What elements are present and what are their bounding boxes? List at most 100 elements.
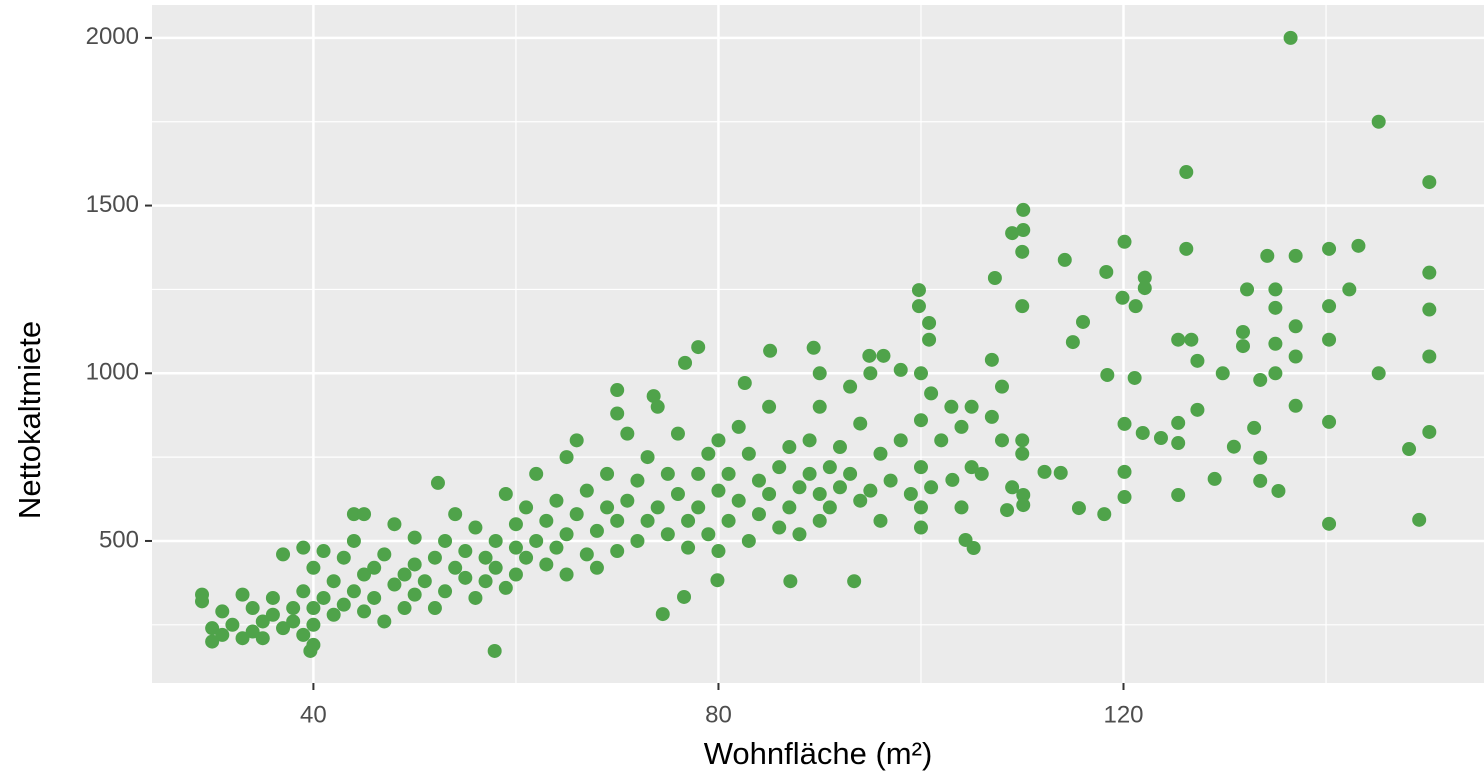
point (903, 487, 918, 502)
point (1015, 299, 1030, 314)
point (762, 399, 777, 414)
point (1128, 299, 1143, 314)
point (1271, 483, 1286, 498)
point (417, 574, 432, 589)
point (1053, 465, 1068, 480)
point (964, 399, 979, 414)
point (1402, 442, 1417, 457)
point (893, 362, 908, 377)
y-tick-label: 500 (99, 526, 139, 553)
point (1422, 302, 1437, 317)
point (306, 560, 321, 575)
point (802, 466, 817, 481)
point (650, 399, 665, 414)
point (630, 533, 645, 548)
point (721, 466, 736, 481)
point (488, 533, 503, 548)
point (387, 577, 402, 592)
point (822, 500, 837, 515)
point (488, 560, 503, 575)
point (549, 540, 564, 555)
point (924, 386, 939, 401)
point (701, 527, 716, 542)
point (1117, 490, 1132, 505)
point (782, 500, 797, 515)
point (316, 544, 331, 559)
point (1071, 501, 1086, 516)
point (1322, 516, 1337, 531)
point (549, 493, 564, 508)
point (1037, 464, 1052, 479)
point (296, 584, 311, 599)
point (984, 409, 999, 424)
point (1371, 366, 1386, 381)
point (1235, 325, 1250, 340)
point (741, 446, 756, 461)
point (701, 446, 716, 461)
point (245, 601, 260, 616)
point (1184, 332, 1199, 347)
point (1137, 281, 1152, 296)
point (954, 419, 969, 434)
point (1117, 234, 1132, 249)
point (1076, 314, 1091, 329)
point (772, 520, 787, 535)
point (945, 472, 960, 487)
point (336, 550, 351, 565)
point (1179, 241, 1194, 256)
point (812, 487, 827, 502)
point (710, 573, 725, 588)
point (924, 480, 939, 495)
point (1235, 339, 1250, 354)
point (1097, 507, 1112, 522)
point (913, 366, 928, 381)
point (843, 466, 858, 481)
y-axis-title: Nettokaltmiete (12, 321, 47, 519)
point (215, 604, 230, 619)
point (681, 540, 696, 555)
point (1412, 512, 1427, 527)
point (569, 433, 584, 448)
point (458, 544, 473, 559)
point (792, 527, 807, 542)
point (987, 271, 1002, 286)
point (911, 283, 926, 298)
point (670, 487, 685, 502)
point (873, 513, 888, 528)
point (1283, 30, 1298, 45)
point (498, 580, 513, 595)
point (922, 332, 937, 347)
point (731, 419, 746, 434)
point (346, 533, 361, 548)
point (508, 567, 523, 582)
point (913, 500, 928, 515)
point (539, 557, 554, 572)
point (792, 480, 807, 495)
point (397, 567, 412, 582)
point (802, 433, 817, 448)
point (1153, 430, 1168, 445)
point (893, 433, 908, 448)
point (306, 637, 321, 652)
point (357, 507, 372, 522)
point (1253, 372, 1268, 387)
point (286, 601, 301, 616)
point (1422, 424, 1437, 439)
point (559, 450, 574, 465)
point (265, 607, 280, 622)
point (1247, 420, 1262, 435)
point (1171, 415, 1186, 430)
point (994, 433, 1009, 448)
point (336, 597, 351, 612)
point (944, 399, 959, 414)
point (691, 466, 706, 481)
point (646, 389, 661, 404)
point (559, 527, 574, 542)
point (427, 601, 442, 616)
point (1253, 450, 1268, 465)
x-tick-label: 80 (705, 701, 732, 728)
point (640, 513, 655, 528)
point (1268, 366, 1283, 381)
point (1215, 366, 1230, 381)
